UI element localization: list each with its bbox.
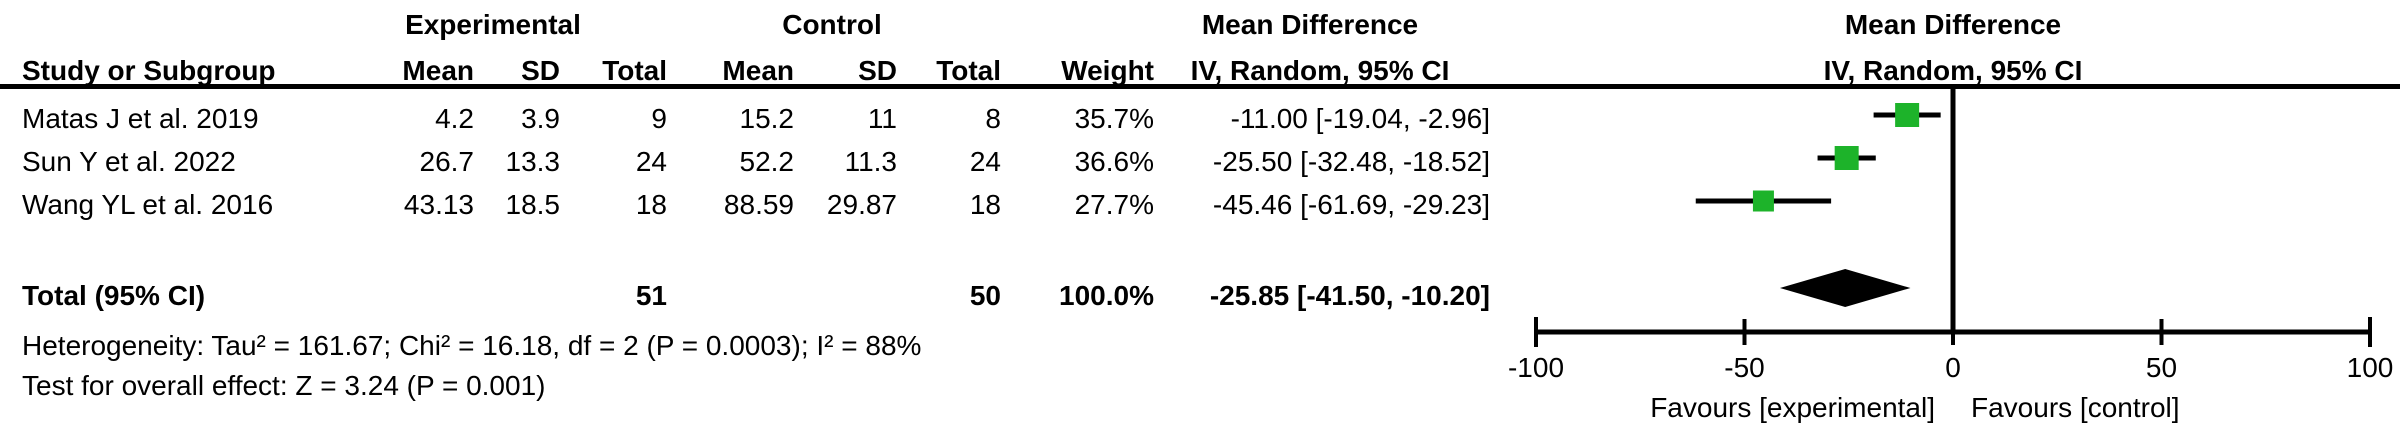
- study-label: Wang YL et al. 2016: [22, 189, 274, 220]
- weight-value: 36.6%: [1074, 146, 1154, 177]
- total-weight: 100.0%: [1059, 280, 1154, 311]
- col-header-study: Study or Subgroup: [22, 55, 276, 86]
- ci-text: -11.00 [-19.04, -2.96]: [1230, 103, 1490, 134]
- total-exp-sum: 51: [635, 280, 667, 311]
- header-group-experimental: Experimental: [405, 9, 581, 40]
- total-ctl: 18: [969, 189, 1001, 220]
- sd-exp: 3.9: [521, 103, 560, 134]
- mean-exp: 4.2: [435, 103, 474, 134]
- col-header-sd-exp: SD: [521, 55, 560, 86]
- study-square-icon: [1834, 146, 1859, 170]
- col-header-total-ctl: Total: [936, 55, 1001, 86]
- sd-ctl: 11: [867, 103, 897, 134]
- total-ctl: 8: [985, 103, 1001, 134]
- header-effect-left: Mean Difference: [1201, 9, 1419, 40]
- sd-ctl: 11.3: [844, 146, 897, 177]
- overall-effect-note: Test for overall effect: Z = 3.24 (P = 0…: [22, 370, 546, 401]
- col-header-mean-exp: Mean: [402, 55, 474, 86]
- ci-text: -25.50 [-32.48, -18.52]: [1212, 146, 1490, 177]
- total-exp: 9: [651, 103, 667, 134]
- study-square-icon: [1895, 103, 1920, 127]
- axis-tick-label: 100: [2347, 352, 2394, 383]
- mean-ctl: 15.2: [739, 103, 795, 134]
- favours-left-label: Favours [experimental]: [1650, 392, 1935, 423]
- header-effect-right: Mean Difference: [1844, 9, 2062, 40]
- col-header-ci-left: IV, Random, 95% CI: [1190, 55, 1450, 86]
- col-header-total-exp: Total: [602, 55, 667, 86]
- study-label: Sun Y et al. 2022: [22, 146, 236, 177]
- col-header-weight: Weight: [1061, 55, 1154, 86]
- total-ci-text: -25.85 [-41.50, -10.20]: [1209, 280, 1490, 311]
- sd-exp: 13.3: [505, 146, 561, 177]
- total-diamond-icon: [1779, 269, 1911, 307]
- axis-tick-label: 50: [2146, 352, 2177, 383]
- axis-tick-label: -50: [1724, 352, 1764, 383]
- header-group-control: Control: [782, 9, 882, 40]
- mean-exp: 26.7: [419, 146, 475, 177]
- total-ctl-sum: 50: [969, 280, 1001, 311]
- total-exp: 24: [635, 146, 667, 177]
- weight-value: 35.7%: [1074, 103, 1154, 134]
- favours-right-label: Favours [control]: [1971, 392, 2180, 423]
- mean-ctl: 52.2: [739, 146, 795, 177]
- mean-exp: 43.13: [403, 189, 474, 220]
- total-label: Total (95% CI): [22, 280, 206, 311]
- ci-text: -45.46 [-61.69, -29.23]: [1212, 189, 1490, 220]
- col-header-ci-right: IV, Random, 95% CI: [1823, 55, 2083, 86]
- axis-tick-label: 0: [1945, 352, 1961, 383]
- study-square-icon: [1752, 190, 1774, 212]
- axis-tick-label: -100: [1508, 352, 1564, 383]
- total-ctl: 24: [969, 146, 1001, 177]
- sd-ctl: 29.87: [826, 189, 897, 220]
- header-rule: [0, 84, 2400, 89]
- col-header-mean-ctl: Mean: [722, 55, 794, 86]
- mean-ctl: 88.59: [723, 189, 794, 220]
- study-label: Matas J et al. 2019: [22, 103, 259, 134]
- weight-value: 27.7%: [1074, 189, 1154, 220]
- heterogeneity-note: Heterogeneity: Tau² = 161.67; Chi² = 16.…: [22, 330, 922, 361]
- total-exp: 18: [635, 189, 667, 220]
- col-header-sd-ctl: SD: [858, 55, 897, 86]
- sd-exp: 18.5: [505, 189, 561, 220]
